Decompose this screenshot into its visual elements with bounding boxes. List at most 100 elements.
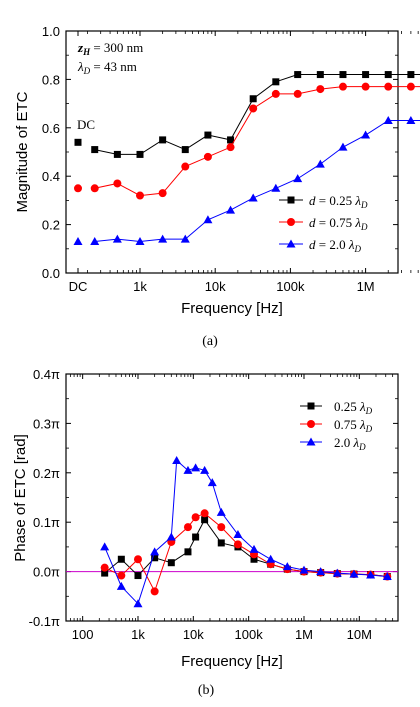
data-point <box>167 559 175 567</box>
legend-b-item-0: 0.25 λD <box>300 399 373 416</box>
chart-b-series <box>100 455 392 608</box>
chart-b-caption: (b) <box>198 683 215 698</box>
chart-b-legend: 0.25 λD 0.75 λD 2.0 λD <box>300 399 373 452</box>
data-point <box>133 555 142 564</box>
data-point <box>249 544 259 553</box>
chart-a-legend: d = 0.25 λD d = 0.75 λD d = 2.0 λD <box>279 193 368 254</box>
legend-b-item-1: 0.75 λD <box>300 417 373 434</box>
data-point <box>203 152 212 161</box>
data-point <box>338 82 347 91</box>
data-point <box>183 465 193 474</box>
y-tick-label: 0.0 <box>42 266 60 281</box>
data-point <box>249 104 258 113</box>
data-point <box>158 189 167 198</box>
x-tick-label: 100k <box>276 279 305 294</box>
data-point <box>113 150 121 158</box>
data-point <box>172 455 182 464</box>
data-point <box>316 85 325 94</box>
svg-text:d = 0.75 λD: d = 0.75 λD <box>309 215 368 232</box>
y-tick-label: 0.4π <box>33 367 60 382</box>
data-point <box>101 569 109 577</box>
data-point <box>74 184 82 193</box>
data-point <box>315 159 325 168</box>
data-point <box>294 71 302 79</box>
data-point <box>133 599 143 608</box>
svg-text:2.0 λD: 2.0 λD <box>334 435 366 452</box>
y-tick-label: 0.2 <box>42 218 60 233</box>
legend-a-item-1: d = 0.75 λD <box>279 215 368 232</box>
data-point <box>116 581 126 590</box>
chart-b-x-axis: 100 1k 10k 100k 1M 10M <box>65 374 399 642</box>
data-point <box>183 523 192 532</box>
data-point <box>158 234 168 243</box>
svg-text:0.75 λD: 0.75 λD <box>334 417 373 434</box>
data-point <box>100 563 109 572</box>
data-point <box>192 533 200 541</box>
data-point <box>349 569 359 578</box>
svg-text:d = 2.0 λD: d = 2.0 λD <box>309 237 361 254</box>
legend-a-item-0: d = 0.25 λD <box>279 193 368 210</box>
series-line-b1 <box>104 512 388 593</box>
data-point <box>293 174 303 183</box>
annotation-lambda: λD = 43 nm <box>77 59 137 76</box>
x-tick-label: 1k <box>133 279 147 294</box>
data-point <box>191 463 201 472</box>
data-point <box>282 562 292 571</box>
y-tick-label: 0.2π <box>33 466 60 481</box>
y-tick-label: 1.0 <box>42 24 60 39</box>
data-point <box>181 146 189 154</box>
series-line-a2 <box>94 120 420 243</box>
data-point <box>299 565 309 574</box>
chart-b: -0.1π 0.0π 0.1π 0.2π 0.3π 0.4π 100 1k 10k 100k 1M… <box>12 367 399 698</box>
data-point <box>406 82 415 91</box>
data-point <box>91 146 99 154</box>
chart-b-y-axis: -0.1π 0.0π 0.1π 0.2π 0.3π 0.4π <box>29 367 398 629</box>
data-point <box>384 71 392 79</box>
chart-a-y-label: Magnitude of ETC <box>14 91 31 212</box>
data-point <box>204 131 212 139</box>
data-point <box>361 82 370 91</box>
data-point <box>233 540 242 549</box>
data-point <box>136 191 144 200</box>
data-point <box>181 162 190 171</box>
x-tick-label: 10k <box>205 279 226 294</box>
chart-b-x-label: Frequency [Hz] <box>181 653 283 670</box>
data-point <box>112 234 122 243</box>
data-point <box>136 150 144 158</box>
y-tick-label: 0.3π <box>33 416 60 431</box>
data-point <box>407 71 415 79</box>
data-point <box>233 530 243 539</box>
annotation-zh: zH = 300 nm <box>77 40 143 57</box>
data-point <box>272 78 280 86</box>
data-point <box>338 142 348 151</box>
data-point <box>406 116 416 125</box>
data-point <box>135 237 145 246</box>
data-point <box>200 465 210 474</box>
data-point <box>293 89 302 98</box>
data-point <box>159 136 167 144</box>
svg-text:d = 0.25 λD: d = 0.25 λD <box>309 193 368 210</box>
data-point <box>248 193 258 202</box>
data-point <box>366 570 376 579</box>
data-point <box>271 89 280 98</box>
data-point <box>332 568 342 577</box>
data-point <box>226 143 235 152</box>
data-point <box>150 547 160 556</box>
data-point <box>216 507 226 516</box>
data-point <box>384 82 393 91</box>
data-point <box>74 138 82 146</box>
x-tick-label: 100 <box>72 627 94 642</box>
y-tick-label: 0.6 <box>42 121 60 136</box>
data-point <box>316 567 326 576</box>
x-tick-label: 100k <box>235 627 264 642</box>
data-point <box>73 237 83 246</box>
annotation-dc: DC <box>77 117 95 132</box>
chart-a-caption: (a) <box>202 334 218 349</box>
svg-text:0.25 λD: 0.25 λD <box>334 399 373 416</box>
data-point <box>250 555 258 563</box>
x-tick-label: 1M <box>357 279 375 294</box>
data-point <box>316 71 324 79</box>
data-point <box>151 554 159 562</box>
series-line-a0 <box>94 74 420 155</box>
